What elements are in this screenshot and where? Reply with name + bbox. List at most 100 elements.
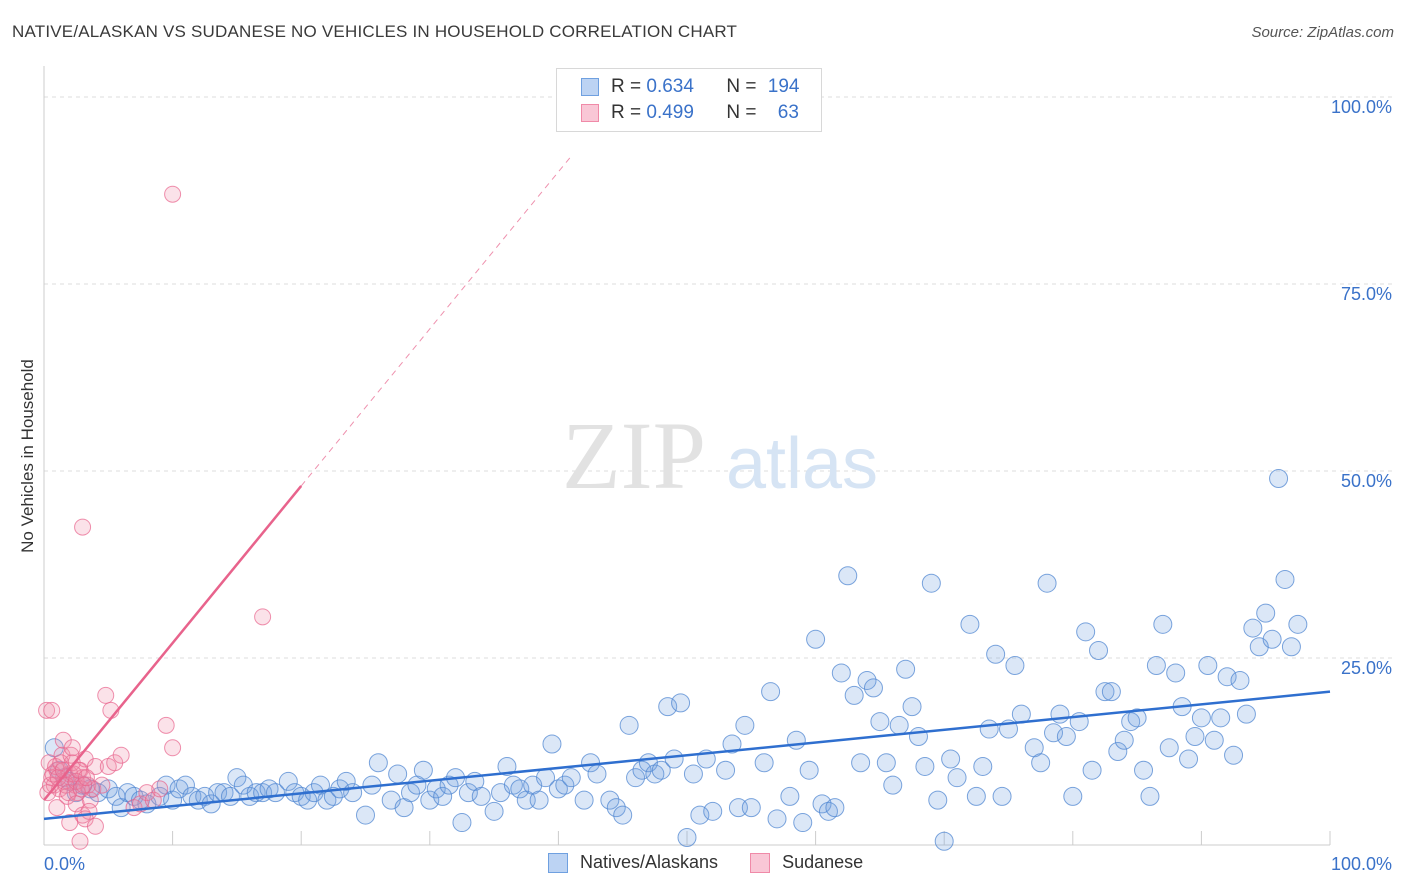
point-natives xyxy=(1211,708,1231,728)
point-natives xyxy=(1076,622,1096,642)
legend-label-natives: Natives/Alaskans xyxy=(580,852,719,872)
point-sudanese xyxy=(77,769,95,787)
point-natives xyxy=(561,768,581,788)
legend-label-sudanese: Sudanese xyxy=(782,852,864,872)
y-tick-labels: 25.0% 50.0% 75.0% 100.0% xyxy=(1331,97,1392,678)
point-natives xyxy=(966,786,986,806)
point-natives xyxy=(632,760,652,780)
series-natives-points xyxy=(44,468,1308,851)
point-sudanese xyxy=(63,739,81,757)
point-natives xyxy=(716,760,736,780)
n-value-natives: 194 xyxy=(767,76,800,97)
trend-lines xyxy=(43,155,1331,821)
point-natives xyxy=(651,760,671,780)
point-natives xyxy=(1281,637,1301,657)
point-natives xyxy=(433,786,453,806)
point-sudanese xyxy=(254,608,272,626)
point-natives xyxy=(902,697,922,717)
point-sudanese xyxy=(86,817,104,835)
point-natives xyxy=(883,775,903,795)
point-natives xyxy=(298,790,318,810)
point-sudanese xyxy=(38,701,56,719)
point-natives xyxy=(838,566,858,586)
point-sudanese xyxy=(97,686,115,704)
point-natives xyxy=(510,779,530,799)
point-natives xyxy=(677,828,697,848)
legend-row-natives: R = 0.634 N = 194 xyxy=(581,75,799,99)
n-label: N = xyxy=(726,102,762,123)
point-natives xyxy=(722,734,742,754)
point-natives xyxy=(1089,641,1109,661)
point-natives xyxy=(780,786,800,806)
point-natives xyxy=(921,573,941,593)
legend-swatch-sudanese xyxy=(750,852,771,873)
point-natives xyxy=(1146,655,1166,675)
point-natives xyxy=(195,786,215,806)
y-axis-title: No Vehicles in Household xyxy=(18,359,37,553)
point-natives xyxy=(806,629,826,649)
point-natives xyxy=(1198,655,1218,675)
point-natives xyxy=(645,764,665,784)
point-natives xyxy=(658,697,678,717)
y-tick-label: 25.0% xyxy=(1341,658,1392,678)
legend-swatch-blue xyxy=(581,78,599,96)
point-natives xyxy=(986,644,1006,664)
point-sudanese xyxy=(112,746,130,764)
trend-extension-sudanese xyxy=(300,155,572,487)
point-natives xyxy=(767,809,787,829)
x-tick-label: 100.0% xyxy=(1331,854,1392,874)
point-natives xyxy=(896,659,916,679)
point-natives xyxy=(1095,682,1115,702)
point-natives xyxy=(1179,749,1199,769)
point-sudanese xyxy=(164,739,182,757)
point-natives xyxy=(343,783,363,803)
point-natives xyxy=(1037,573,1057,593)
point-natives xyxy=(928,790,948,810)
point-natives xyxy=(960,614,980,634)
point-natives xyxy=(452,813,472,833)
point-natives xyxy=(825,798,845,818)
trend-line-natives xyxy=(43,690,1331,821)
point-natives xyxy=(1159,738,1179,758)
point-natives xyxy=(1230,670,1250,690)
point-natives xyxy=(683,764,703,784)
point-natives xyxy=(831,663,851,683)
point-natives xyxy=(420,790,440,810)
point-natives xyxy=(1134,760,1154,780)
point-natives xyxy=(613,805,633,825)
watermark-zip: ZIP xyxy=(562,402,706,509)
point-natives xyxy=(799,760,819,780)
point-sudanese xyxy=(151,780,169,798)
point-natives xyxy=(1191,708,1211,728)
point-natives xyxy=(741,798,761,818)
r-label: R = xyxy=(611,102,647,123)
point-natives xyxy=(548,779,568,799)
point-natives xyxy=(908,727,928,747)
point-natives xyxy=(529,790,549,810)
trend-line-sudanese xyxy=(43,485,303,801)
point-natives xyxy=(356,805,375,825)
y-tick-label: 100.0% xyxy=(1331,97,1392,117)
axes xyxy=(43,66,1331,846)
point-natives xyxy=(587,764,607,784)
point-sudanese xyxy=(86,757,104,775)
point-natives xyxy=(227,768,247,788)
r-value-sudanese: 0.499 xyxy=(646,102,694,123)
point-natives xyxy=(786,730,806,750)
point-natives xyxy=(458,783,478,803)
point-natives xyxy=(1288,614,1308,634)
point-natives xyxy=(1063,786,1083,806)
point-natives xyxy=(259,779,279,799)
point-natives xyxy=(979,719,999,739)
source-label: Source: ZipAtlas.com xyxy=(1251,24,1394,41)
point-natives xyxy=(1204,730,1224,750)
chart-title: NATIVE/ALASKAN VS SUDANESE NO VEHICLES I… xyxy=(12,22,738,41)
r-value-natives: 0.634 xyxy=(646,76,694,97)
point-natives xyxy=(1217,667,1237,687)
series-legend: Natives/Alaskans Sudanese xyxy=(548,852,895,873)
grid-lines xyxy=(44,96,1392,659)
point-natives xyxy=(1031,753,1051,773)
point-natives xyxy=(1140,786,1160,806)
point-natives xyxy=(1101,682,1121,702)
